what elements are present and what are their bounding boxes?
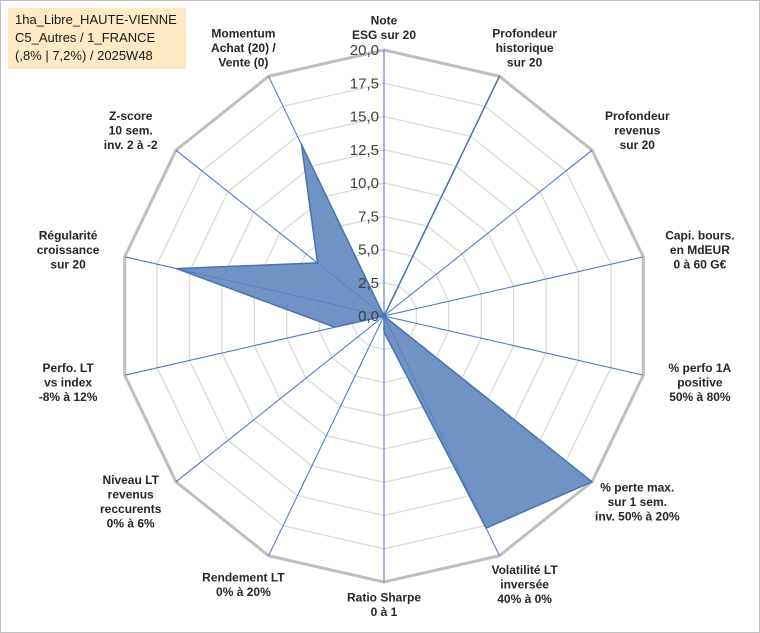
axis-label-5-line-3: 50% à 80% [669,390,731,404]
axis-spoke-4 [383,256,644,317]
axis-spoke-9 [268,315,385,556]
axis-spoke-10 [175,315,385,483]
title-line-1: 1ha_Libre_HAUTE-VIENNE [15,12,177,27]
tick-label-2: 5,0 [358,242,379,259]
axis-label-11: Perfo. LT vs index -8% à 12% [39,361,98,404]
data-point-8 [382,330,386,334]
axis-label-2-line-3: sur 20 [507,55,543,69]
axis-label-4-line-3: 0 à 60 G€ [674,258,727,272]
axis-label-5-line-1: % perfo 1A [669,361,732,375]
axis-label-14-line-1: Momentum [211,26,275,40]
axis-label-9-line-1: Rendement LT [202,570,285,584]
tick-label-0: 0,0 [358,308,379,325]
axis-label-11-line-1: Perfo. LT [43,361,95,375]
axis-label-10-line-1: Niveau LT [102,473,159,487]
data-point-11 [333,325,337,329]
title-line-3: (,8% | 7,2%) / 2025W48 [15,48,153,63]
axis-label-7-line-3: 40% à 0% [497,592,552,606]
axis-label-13-line-1: Z-score [109,109,153,123]
axis-label-3-line-1: Profondeur [605,109,670,123]
axis-label-1: Note ESG sur 20 [352,14,416,43]
axis-label-4: Capi. bours. en MdEUR 0 à 60 G€ [665,229,734,272]
axis-label-8-line-2: 0 à 1 [371,605,398,619]
axis-label-10-line-2: revenus [108,488,154,502]
tick-label-1: 2,5 [358,275,379,292]
data-point-12 [175,267,179,271]
axis-label-10-line-4: 0% à 6% [107,517,155,531]
tick-label-4: 10,0 [350,175,379,192]
data-point-13 [316,261,320,265]
axis-spoke-5 [383,315,644,376]
axis-label-4-line-2: en MdEUR [670,243,730,257]
axis-label-12: Régularité croissance sur 20 [37,229,100,272]
tick-label-8: 20,0 [350,42,379,59]
axis-label-5: % perfo 1A positive 50% à 80% [669,361,732,404]
data-point-7 [484,526,488,530]
axis-label-7: Volatilité LT inversée 40% à 0% [491,563,558,606]
axis-spoke-3 [383,149,593,317]
axis-label-11-line-2: vs index [44,376,92,390]
axis-label-9: Rendement LT 0% à 20% [202,570,285,599]
axis-label-4-line-1: Capi. bours. [665,229,734,243]
axis-label-8: Ratio Sharpe 0 à 1 [347,591,421,620]
axis-label-5-line-2: positive [677,376,723,390]
axis-label-13: Z-score 10 sem. inv. 2 à -2 [104,109,158,152]
axis-label-7-line-2: inversée [500,578,549,592]
axis-label-3-line-3: sur 20 [620,138,656,152]
axis-label-6: % perte max. sur 1 sem. inv. 50% à 20% [595,481,680,524]
tick-label-3: 7,5 [358,208,379,225]
axis-label-9-line-2: 0% à 20% [216,585,271,599]
axis-label-12-line-1: Régularité [39,229,98,243]
axis-label-1-line-1: Note [371,14,398,28]
axis-label-8-line-1: Ratio Sharpe [347,591,421,605]
axis-label-3: Profondeur revenus sur 20 [605,109,670,152]
axis-label-2-line-1: Profondeur [492,26,557,40]
axis-label-14-line-2: Achat (20) / [211,41,276,55]
axis-label-10: Niveau LT revenus reccurents 0% à 6% [100,473,162,531]
axis-label-12-line-3: sur 20 [50,258,86,272]
axis-label-2-line-2: historique [496,41,554,55]
axis-label-6-line-3: inv. 50% à 20% [595,510,680,524]
axis-label-14-line-3: Vente (0) [218,55,268,69]
axis-label-6-line-2: sur 1 sem. [608,495,667,509]
data-point-6 [590,480,594,484]
data-point-2 [497,74,501,78]
tick-label-6: 15,0 [350,109,379,126]
data-point-10 [382,314,386,318]
axis-label-1-line-2: ESG sur 20 [352,28,416,42]
axis-label-7-line-1: Volatilité LT [491,563,558,577]
data-series-area [175,75,593,529]
tick-label-5: 12,5 [350,142,379,159]
axis-label-3-line-2: revenus [614,124,660,138]
axis-label-13-line-3: inv. 2 à -2 [104,138,158,152]
axis-label-6-line-1: % perte max. [600,481,674,495]
axis-label-11-line-3: -8% à 12% [39,390,98,404]
tick-label-7: 17,5 [350,75,379,92]
chart-title-box: 1ha_Libre_HAUTE-VIENNE C5_Autres / 1_FRA… [8,8,186,69]
axis-label-10-line-3: reccurents [100,502,162,516]
data-point-14 [300,143,304,147]
title-line-2: C5_Autres / 1_FRANCE [15,30,156,45]
axis-label-2: Profondeur historique sur 20 [492,26,557,69]
axis-label-13-line-2: 10 sem. [109,124,153,138]
axis-label-14: Momentum Achat (20) / Vente (0) [211,26,276,69]
axis-label-12-line-2: croissance [37,243,100,257]
